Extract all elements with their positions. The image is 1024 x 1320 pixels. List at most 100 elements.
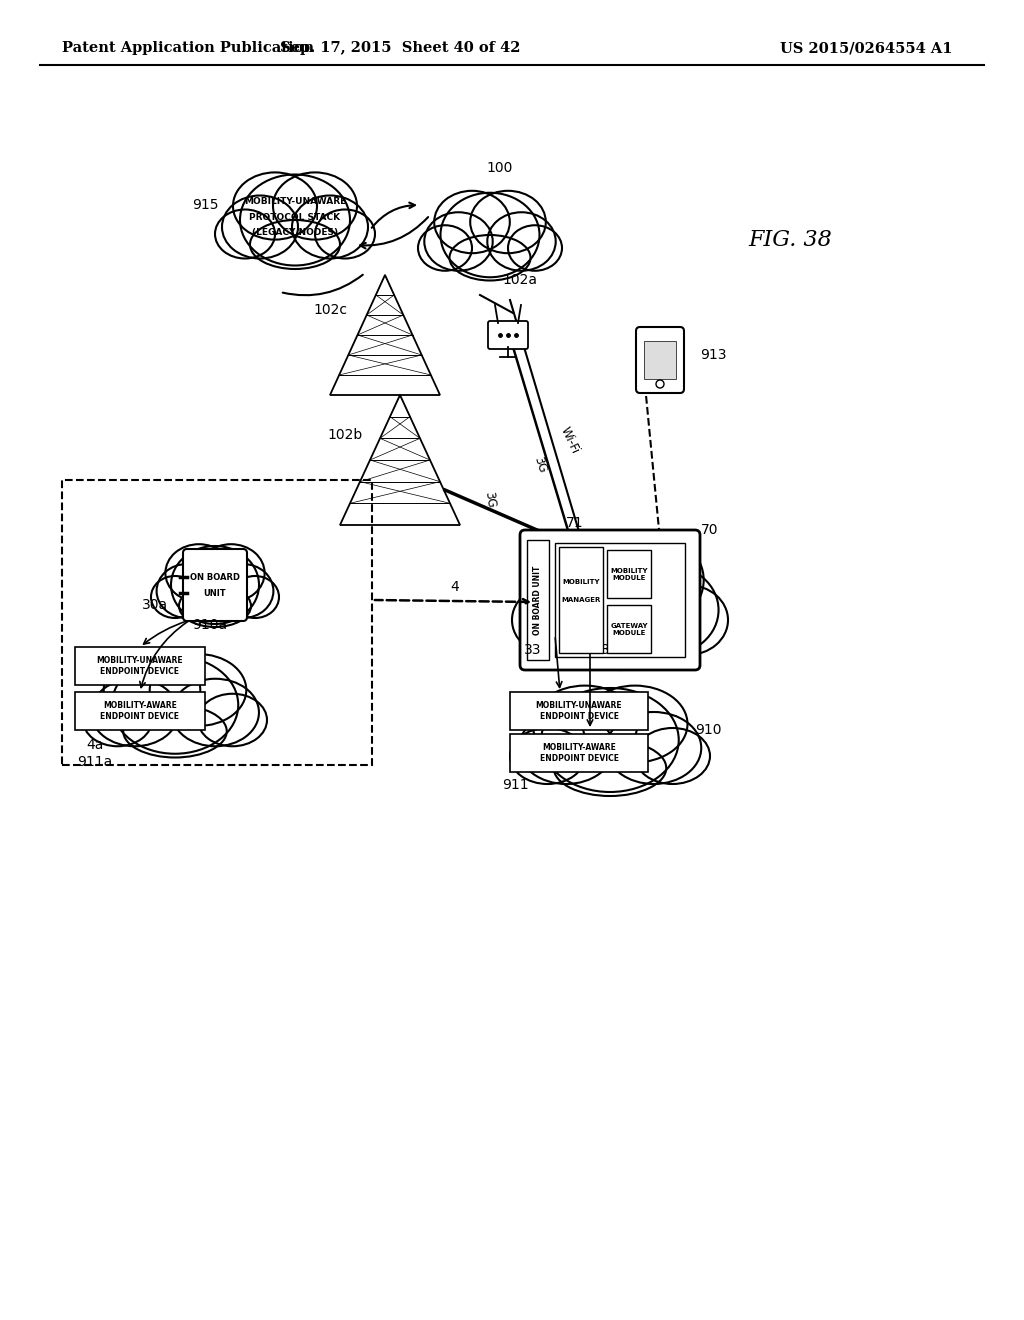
Ellipse shape — [172, 678, 259, 746]
Text: GATEWAY
MODULE: GATEWAY MODULE — [610, 623, 648, 636]
Text: MANAGER: MANAGER — [561, 597, 601, 603]
Text: 911a: 911a — [78, 755, 113, 770]
Ellipse shape — [222, 195, 298, 259]
FancyBboxPatch shape — [644, 341, 676, 379]
FancyBboxPatch shape — [636, 327, 684, 393]
FancyBboxPatch shape — [527, 540, 549, 660]
Ellipse shape — [512, 585, 593, 655]
Text: MOBILITY-UNAWARE
ENDPOINT DEVICE: MOBILITY-UNAWARE ENDPOINT DEVICE — [96, 656, 183, 676]
Text: MOBILITY: MOBILITY — [562, 579, 600, 585]
Text: 4a: 4a — [86, 738, 103, 752]
Text: US 2015/0264554 A1: US 2015/0264554 A1 — [780, 41, 952, 55]
Ellipse shape — [521, 565, 624, 655]
Ellipse shape — [546, 535, 694, 665]
Ellipse shape — [450, 235, 530, 281]
FancyBboxPatch shape — [607, 606, 651, 653]
Ellipse shape — [273, 173, 357, 240]
Ellipse shape — [166, 544, 232, 602]
Ellipse shape — [315, 210, 375, 259]
Ellipse shape — [112, 656, 239, 754]
FancyBboxPatch shape — [75, 647, 205, 685]
Ellipse shape — [537, 532, 649, 628]
Ellipse shape — [635, 729, 710, 784]
Text: 910: 910 — [695, 723, 722, 737]
FancyBboxPatch shape — [75, 692, 205, 730]
Ellipse shape — [418, 226, 472, 271]
Ellipse shape — [606, 711, 701, 784]
Ellipse shape — [198, 544, 264, 602]
Ellipse shape — [487, 213, 556, 271]
FancyBboxPatch shape — [559, 546, 603, 653]
Ellipse shape — [250, 220, 340, 269]
Ellipse shape — [583, 685, 687, 763]
Ellipse shape — [647, 585, 728, 655]
Text: UNIT: UNIT — [204, 589, 226, 598]
Text: 3G: 3G — [482, 491, 498, 510]
Text: 913: 913 — [700, 348, 726, 362]
Ellipse shape — [559, 601, 681, 671]
Text: 71: 71 — [566, 516, 584, 531]
Ellipse shape — [157, 564, 217, 618]
Ellipse shape — [198, 694, 267, 746]
FancyBboxPatch shape — [510, 692, 648, 730]
Text: 70: 70 — [701, 523, 719, 537]
Text: ON BOARD UNIT: ON BOARD UNIT — [534, 565, 543, 635]
Ellipse shape — [554, 741, 667, 796]
Text: 3G: 3G — [531, 455, 549, 475]
FancyBboxPatch shape — [520, 531, 700, 671]
Text: 102c: 102c — [313, 304, 347, 317]
Ellipse shape — [171, 546, 259, 624]
Text: FIG. 38: FIG. 38 — [749, 228, 831, 251]
Ellipse shape — [151, 576, 199, 618]
Text: MOBILITY-UNAWARE
ENDPOINT DEVICE: MOBILITY-UNAWARE ENDPOINT DEVICE — [536, 701, 623, 721]
Ellipse shape — [434, 191, 510, 253]
Text: 102a: 102a — [503, 273, 538, 286]
Ellipse shape — [470, 191, 546, 253]
Text: 910a: 910a — [193, 618, 227, 632]
Text: (LEGACY NODES): (LEGACY NODES) — [252, 227, 338, 236]
Ellipse shape — [616, 565, 719, 655]
Ellipse shape — [508, 226, 562, 271]
Ellipse shape — [532, 685, 638, 763]
Text: 915: 915 — [191, 198, 218, 213]
FancyBboxPatch shape — [183, 549, 247, 620]
Text: MOBILITY-AWARE
ENDPOINT DEVICE: MOBILITY-AWARE ENDPOINT DEVICE — [540, 743, 618, 763]
Text: ON BOARD: ON BOARD — [190, 573, 240, 582]
FancyBboxPatch shape — [555, 543, 685, 657]
Text: 30a: 30a — [142, 598, 168, 612]
FancyBboxPatch shape — [510, 734, 648, 772]
Ellipse shape — [215, 210, 275, 259]
Ellipse shape — [150, 653, 247, 726]
Text: 911: 911 — [502, 777, 528, 792]
FancyBboxPatch shape — [488, 321, 528, 348]
Text: MOBILITY
MODULE: MOBILITY MODULE — [610, 568, 648, 581]
Ellipse shape — [510, 729, 585, 784]
Ellipse shape — [231, 576, 279, 618]
Ellipse shape — [123, 705, 226, 758]
Text: 100: 100 — [486, 161, 513, 176]
Ellipse shape — [233, 173, 317, 240]
FancyBboxPatch shape — [607, 550, 651, 598]
Ellipse shape — [213, 564, 273, 618]
Text: 30: 30 — [601, 643, 618, 657]
Text: MOBILITY-UNAWARE: MOBILITY-UNAWARE — [244, 198, 346, 206]
Ellipse shape — [179, 585, 251, 627]
Ellipse shape — [590, 532, 703, 628]
Ellipse shape — [103, 653, 201, 726]
Ellipse shape — [440, 193, 540, 277]
Text: PROTOCOL STACK: PROTOCOL STACK — [250, 213, 341, 222]
Text: 4: 4 — [451, 579, 460, 594]
Ellipse shape — [292, 195, 368, 259]
Text: 102b: 102b — [328, 428, 362, 442]
Text: Sep. 17, 2015  Sheet 40 of 42: Sep. 17, 2015 Sheet 40 of 42 — [280, 41, 520, 55]
Text: MOBILITY-AWARE
ENDPOINT DEVICE: MOBILITY-AWARE ENDPOINT DEVICE — [100, 701, 179, 721]
Ellipse shape — [240, 174, 350, 265]
Text: Wi-Fi: Wi-Fi — [558, 425, 582, 455]
Ellipse shape — [83, 694, 152, 746]
Ellipse shape — [424, 213, 493, 271]
Text: Patent Application Publication: Patent Application Publication — [62, 41, 314, 55]
Text: 33: 33 — [524, 643, 542, 657]
Ellipse shape — [91, 678, 178, 746]
Ellipse shape — [519, 711, 613, 784]
Ellipse shape — [542, 688, 679, 792]
